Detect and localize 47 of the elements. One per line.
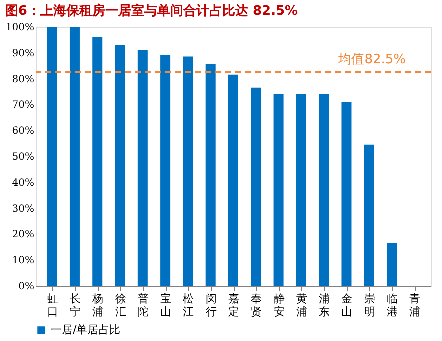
bar	[387, 243, 398, 286]
bar	[92, 37, 103, 286]
y-tick-label: 90%	[12, 48, 34, 60]
y-tick-label: 50%	[12, 152, 34, 163]
x-tick-label: 普陀	[138, 292, 149, 318]
x-tick-label: 虹口	[47, 292, 58, 318]
x-tick-label: 金山	[342, 292, 353, 318]
bar	[47, 27, 58, 286]
bar	[251, 88, 262, 286]
bar	[342, 102, 352, 286]
y-tick-label: 70%	[12, 100, 34, 112]
x-tick-label: 临港	[387, 292, 398, 318]
bar	[319, 94, 330, 286]
x-tick-label: 松江	[183, 292, 194, 318]
bar	[364, 144, 374, 286]
bar	[274, 94, 284, 286]
y-tick-label: 0%	[18, 282, 34, 292]
bar	[228, 74, 238, 286]
bar	[115, 45, 126, 286]
bar	[183, 56, 194, 286]
x-tick-label: 嘉定	[228, 292, 240, 318]
x-tick-label: 宝山	[160, 292, 172, 318]
x-tick-label: 徐汇	[115, 292, 126, 318]
y-tick-label: 60%	[12, 126, 34, 138]
y-tick-label: 20%	[12, 230, 34, 241]
y-tick-label: 40%	[12, 178, 34, 189]
legend-label: 一居/单居占比	[51, 324, 121, 336]
x-tick-label: 长宁	[70, 292, 81, 318]
x-tick-label: 杨浦	[92, 292, 104, 318]
x-tick-label: 静安	[274, 292, 285, 318]
x-tick-label: 黄浦	[296, 292, 308, 318]
x-tick-label: 闵行	[206, 292, 217, 318]
x-tick-label: 奉贤	[251, 292, 262, 318]
ref-line-label: 均值82.5%	[338, 52, 406, 68]
bar	[138, 50, 148, 286]
bar	[206, 64, 216, 286]
chart-title: 图6：上海保租房一居室与单间合计占比达 82.5%	[5, 3, 298, 19]
bar	[296, 94, 306, 286]
y-tick-label: 100%	[6, 22, 34, 34]
bar	[70, 27, 80, 286]
x-tick-label: 崇明	[364, 292, 376, 318]
x-tick-label: 浦东	[319, 292, 330, 318]
y-tick-label: 10%	[12, 256, 34, 267]
y-tick-label: 30%	[12, 204, 34, 215]
bar	[160, 55, 171, 286]
y-tick-label: 80%	[12, 74, 34, 86]
x-tick-label: 青浦	[410, 292, 421, 318]
